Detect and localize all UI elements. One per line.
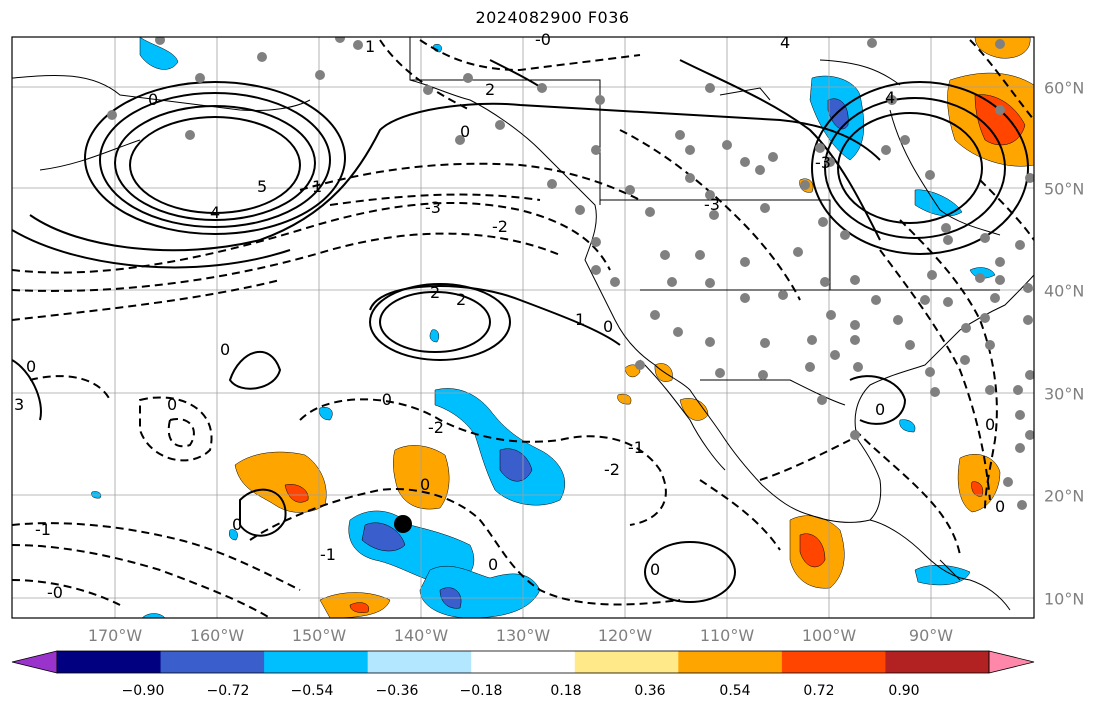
contour-label: 0 [167, 395, 177, 414]
colorbar-extend-low [11, 650, 58, 674]
positive-contours [12, 59, 1029, 603]
colorbar-segment [160, 651, 265, 673]
contour-label: 0 [220, 340, 230, 359]
station-markers [107, 37, 1034, 510]
contour-label: 4 [210, 203, 220, 222]
colorbar-segment [57, 651, 162, 673]
colorbar [11, 650, 1035, 674]
contour-label: 2 [456, 290, 466, 309]
contour-label: 1 [312, 177, 322, 196]
colorbar-tick-label: 0.36 [634, 683, 666, 699]
lon-label: 160°W [189, 626, 245, 645]
colorbar-segment [574, 651, 679, 673]
contour-label: 0 [995, 497, 1005, 516]
contour-label: -0 [47, 583, 63, 602]
lat-label: 30°N [1044, 384, 1085, 404]
colorbar-segment [885, 651, 990, 673]
contour-label: 0 [148, 90, 158, 109]
contour-label: -0 [535, 30, 551, 49]
positive-anomaly-regions [234, 37, 1034, 618]
storm-center-marker [394, 515, 412, 533]
colorbar-segment [471, 651, 576, 673]
contour-label: 4 [885, 88, 895, 107]
lon-label: 150°W [291, 626, 347, 645]
contour-label: 0 [875, 400, 885, 419]
contour-label: -1 [35, 520, 51, 539]
lon-label: 140°W [393, 626, 449, 645]
map-title: 2024082900 F036 [475, 8, 630, 27]
contour-label: 0 [232, 515, 242, 534]
colorbar-tick-label: −0.90 [121, 683, 165, 699]
contour-label: -1 [320, 545, 336, 564]
contour-label: -3 [704, 195, 720, 214]
lon-label: 130°W [495, 626, 551, 645]
colorbar-extend-high [988, 650, 1035, 674]
lon-label: 90°W [908, 626, 954, 645]
colorbar-segment [367, 651, 472, 673]
contour-label: 1 [365, 37, 375, 56]
colorbar-tick-label: 0.72 [803, 683, 835, 699]
contour-label: -3 [815, 153, 831, 172]
lon-label: 110°W [699, 626, 755, 645]
lat-label: 10°N [1044, 589, 1085, 609]
lon-label: 170°W [87, 626, 143, 645]
contour-label: 4 [780, 33, 790, 52]
lon-label: 120°W [597, 626, 653, 645]
contour-label: 1 [575, 310, 585, 329]
contour-label: 0 [420, 475, 430, 494]
colorbar-segment [781, 651, 886, 673]
colorbar-tick-label: −0.18 [459, 683, 503, 699]
lat-label: 20°N [1044, 486, 1085, 506]
colorbar-segment [678, 651, 783, 673]
negative-contours [12, 39, 1034, 618]
contour-label-group: 0 1 2 0 4 -0 4 5 1 -3 -2 -3 -3 4 2 2 1 0… [14, 30, 1005, 602]
colorbar-segment [264, 651, 369, 673]
contour-label: 0 [460, 122, 470, 141]
contour-label: 5 [257, 177, 267, 196]
colorbar-tick-label: −0.72 [206, 683, 250, 699]
contour-label: -0 [376, 390, 392, 409]
lon-label: 100°W [801, 626, 857, 645]
lat-label: 40°N [1044, 281, 1085, 301]
colorbar-tick-label: 0.54 [719, 683, 751, 699]
contour-label: 2 [430, 283, 440, 302]
contour-label: -3 [425, 198, 441, 217]
colorbar-tick-label: −0.36 [375, 683, 419, 699]
map-frame [11, 36, 1035, 619]
graticule [12, 37, 1034, 618]
contour-label: 0 [26, 357, 36, 376]
colorbar-tick-label: −0.54 [290, 683, 334, 699]
contour-label: 3 [14, 395, 24, 414]
lat-label: 50°N [1044, 179, 1085, 199]
contour-label: -2 [492, 217, 508, 236]
contour-label: 2 [485, 80, 495, 99]
contour-label: -2 [604, 460, 620, 479]
colorbar-outline [56, 650, 990, 674]
lat-label: 60°N [1044, 78, 1085, 98]
contour-label: -2 [428, 418, 444, 437]
colorbar-tick-label: 0.18 [550, 683, 582, 699]
contour-label: -1 [628, 438, 644, 457]
negative-anomaly-regions [91, 37, 996, 618]
contour-label: 0 [603, 317, 613, 336]
contour-label: 0 [488, 555, 498, 574]
colorbar-tick-label: 0.90 [888, 683, 920, 699]
contour-label: 0 [650, 560, 660, 579]
contour-label: 0 [985, 415, 995, 434]
